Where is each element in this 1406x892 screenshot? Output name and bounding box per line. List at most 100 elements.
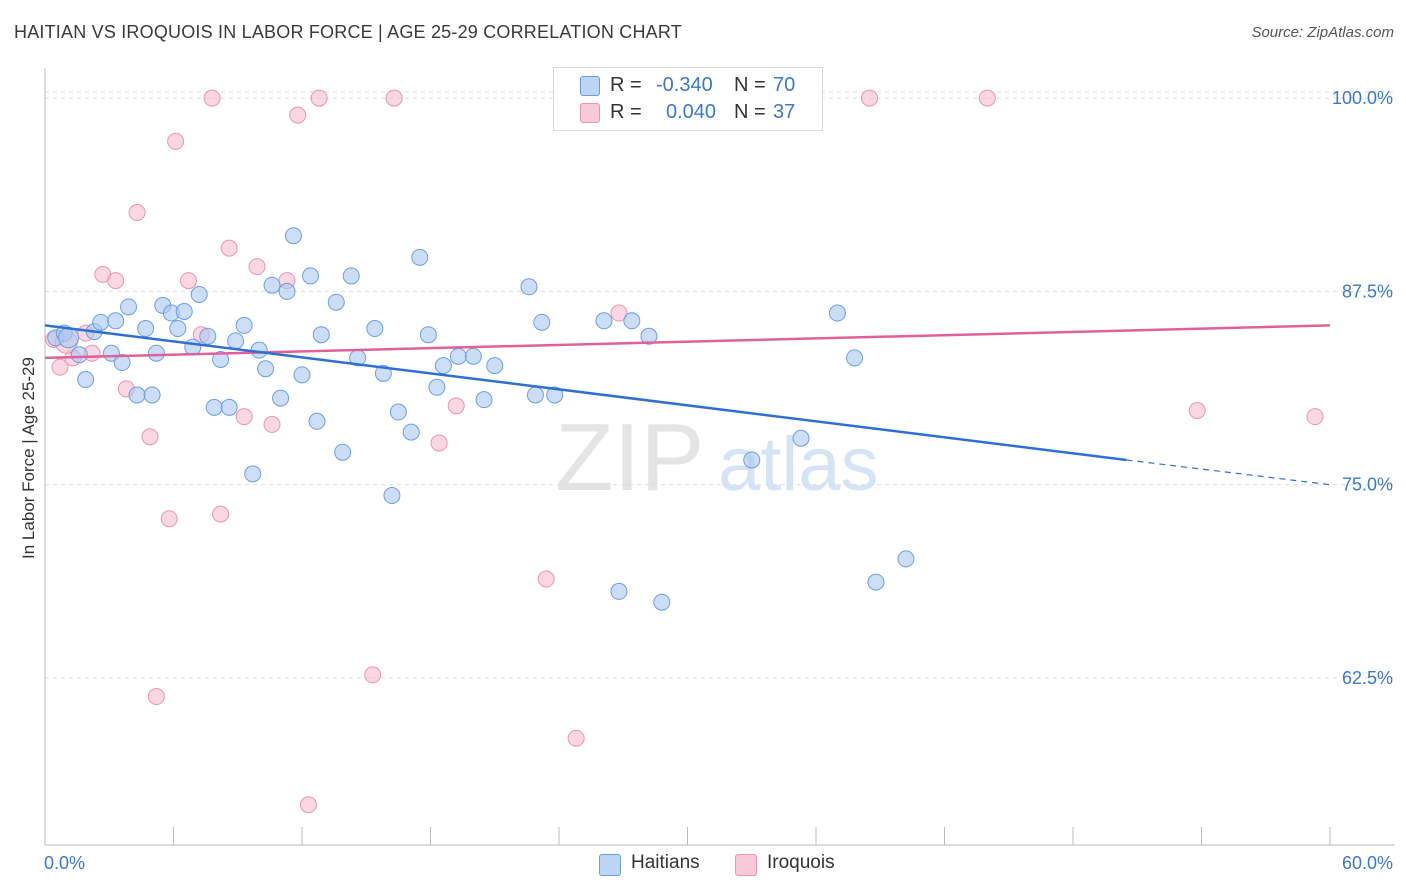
iroquois-point <box>203 89 221 107</box>
haitians-point <box>70 346 88 364</box>
y-tick-label: 75.0% <box>1342 475 1393 495</box>
haitians-swatch <box>599 854 621 876</box>
haitians-point <box>486 357 504 375</box>
haitians-point <box>212 350 230 368</box>
haitians-point <box>389 403 407 421</box>
iroquois-point <box>385 89 403 107</box>
iroquois-point <box>128 204 146 222</box>
haitians-point <box>77 371 95 389</box>
haitians-point <box>284 227 302 245</box>
haitians-point <box>308 412 326 430</box>
haitians-point <box>278 282 296 300</box>
haitians-point <box>137 320 155 338</box>
iroquois-point <box>1188 401 1206 419</box>
iroquois-point <box>610 304 628 322</box>
grid <box>45 91 1395 679</box>
haitians-point <box>92 313 110 331</box>
legend-n-value: 37 <box>773 101 796 123</box>
haitians-point <box>434 357 452 375</box>
haitians-point <box>743 451 761 469</box>
haitians-point <box>419 326 437 344</box>
haitians-point <box>334 443 352 461</box>
chart-title: HAITIAN VS IROQUOIS IN LABOR FORCE | AGE… <box>14 22 682 42</box>
iroquois-point <box>141 428 159 446</box>
watermark-zip: ZIP <box>555 404 704 511</box>
haitians-point <box>235 316 253 334</box>
haitians-point <box>257 360 275 378</box>
iroquois-point <box>364 666 382 684</box>
haitians-point <box>107 312 125 330</box>
haitians-point <box>595 312 613 330</box>
y-tick-label: 100.0% <box>1332 88 1393 108</box>
iroquois-point <box>160 510 178 528</box>
haitians-point <box>867 573 885 591</box>
watermark: ZIP atlas <box>555 404 879 511</box>
haitians-point <box>312 326 330 344</box>
stats-legend: R = -0.340 N = 70 R = 0.040 N = 37 <box>553 67 823 131</box>
haitians-point <box>526 386 544 404</box>
haitians-point <box>244 465 262 483</box>
haitians-point <box>846 349 864 367</box>
iroquois-point <box>537 570 555 588</box>
haitians-point <box>464 347 482 365</box>
haitians-point <box>546 386 564 404</box>
haitians-point <box>653 593 671 611</box>
haitians-point <box>383 487 401 505</box>
iroquois-point <box>167 132 185 150</box>
haitians-point <box>147 344 165 362</box>
haitians-point <box>428 378 446 396</box>
haitians-point <box>58 327 80 349</box>
legend-r-value: -0.340 <box>656 74 713 96</box>
axes <box>44 68 1395 846</box>
iroquois-point <box>248 258 266 276</box>
iroquois-point <box>107 272 125 290</box>
iroquois-point <box>179 272 197 290</box>
haitians-point <box>128 386 146 404</box>
iroquois-point <box>299 796 317 814</box>
legend-n-value: 70 <box>773 74 796 96</box>
iroquois-point <box>263 415 281 433</box>
legend-r-label: R = <box>610 101 642 123</box>
haitians-trend-line <box>44 324 1127 462</box>
haitians-point <box>374 364 392 382</box>
iroquois-point <box>430 434 448 452</box>
haitians-point <box>610 582 628 600</box>
iroquois-point <box>289 106 307 124</box>
haitians-point <box>449 347 467 365</box>
bottom-legend-label: Haitians <box>631 852 700 873</box>
x-tick-label: 0.0% <box>44 853 85 873</box>
legend-n-label: N = <box>734 74 766 96</box>
iroquois-point <box>978 89 996 107</box>
legend-r-label: R = <box>610 74 642 96</box>
trend-lines <box>44 324 1331 486</box>
haitians-swatch <box>580 76 600 96</box>
haitians-points <box>47 227 915 611</box>
iroquois-point <box>861 89 879 107</box>
iroquois-point <box>212 505 230 523</box>
haitians-point <box>175 303 193 321</box>
source-label: Source: ZipAtlas.com <box>1251 24 1394 41</box>
haitians-point <box>143 386 161 404</box>
haitians-trend-extension <box>1126 459 1331 486</box>
x-tick-label: 60.0% <box>1342 853 1393 873</box>
y-tick-label: 62.5% <box>1342 668 1393 688</box>
haitians-point <box>411 248 429 266</box>
haitians-point <box>263 276 281 294</box>
haitians-point <box>640 327 658 345</box>
iroquois-point <box>447 397 465 415</box>
iroquois-point <box>310 89 328 107</box>
iroquois-point <box>235 408 253 426</box>
haitians-point <box>190 285 208 303</box>
haitians-point <box>199 327 217 345</box>
haitians-point <box>897 550 915 568</box>
haitians-point <box>623 312 641 330</box>
iroquois-swatch <box>580 103 600 123</box>
haitians-point <box>342 267 360 285</box>
haitians-point <box>475 391 493 409</box>
haitians-point <box>113 354 131 372</box>
haitians-point <box>184 338 202 356</box>
haitians-point <box>169 320 187 338</box>
legend-r-value: 0.040 <box>666 101 717 123</box>
iroquois-point <box>51 358 69 376</box>
haitians-point <box>272 389 290 407</box>
